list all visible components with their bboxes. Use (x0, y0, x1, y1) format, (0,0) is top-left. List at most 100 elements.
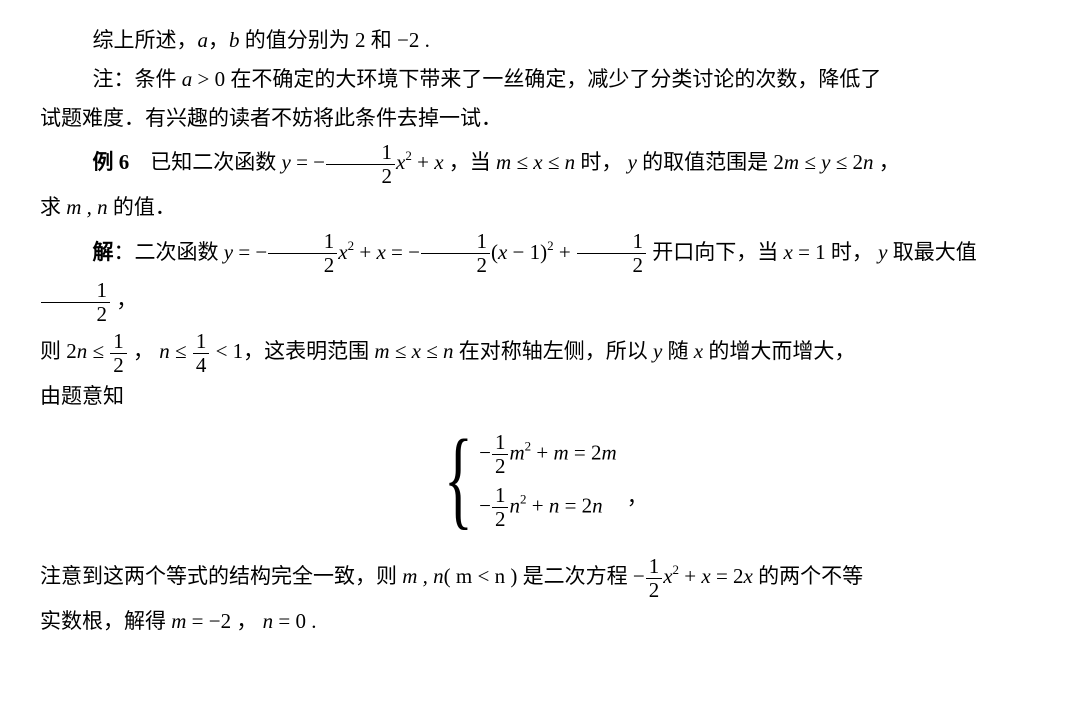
le: ≤ (830, 150, 852, 174)
eq1: = 1 时， (793, 240, 878, 264)
text: 的取值范围是 (637, 150, 774, 174)
two: 2 (852, 150, 863, 174)
text: 则 (40, 339, 66, 363)
den: 2 (492, 507, 509, 530)
summary-line: 综上所述，a，b 的值分别为 2 和 −2 . (40, 22, 1040, 59)
lt1: < 1，这表明范围 (210, 339, 374, 363)
num: 1 (577, 231, 646, 253)
eq2: = 2 (559, 494, 592, 518)
var-n: n (77, 339, 88, 363)
var-y: y (224, 240, 233, 264)
equation-stack: −12m2 + m = 2m −12n2 + n = 2n (479, 424, 617, 538)
two: 2 (773, 150, 784, 174)
var-mn: m , n (66, 195, 107, 219)
frac-half: 12 (577, 231, 646, 276)
var-n: n (443, 339, 454, 363)
neq: = 0 . (273, 609, 316, 633)
num: 1 (492, 485, 509, 507)
var-b: b (229, 28, 240, 52)
var-x: x (694, 339, 703, 363)
plus: + (531, 441, 553, 465)
den: 2 (110, 353, 127, 376)
text: 的增大而增大， (703, 339, 855, 363)
le: ≤ (170, 339, 192, 363)
num: 1 (268, 231, 337, 253)
frac-half: 12 (421, 231, 490, 276)
den: 2 (646, 578, 663, 601)
note-line-2: 试题难度．有兴趣的读者不妨将此条件去掉一试． (40, 100, 1040, 137)
text: 由题意知 (40, 384, 124, 408)
var-x: x (744, 564, 753, 588)
num: 1 (646, 556, 663, 578)
solution-line-1: 解：二次函数 y = −12x2 + x = −12(x − 1)2 + 12 … (40, 228, 1040, 325)
text: 试题难度．有兴趣的读者不妨将此条件去掉一试． (40, 106, 502, 130)
equation-row-1: −12m2 + m = 2m (479, 432, 617, 477)
example6-line-1: 例 6 已知二次函数 y = −12x2 + x ，当 m ≤ x ≤ n 时，… (40, 138, 1040, 187)
plus: + (354, 240, 376, 264)
text: 是二次方程 − (517, 564, 644, 588)
num: 1 (326, 142, 395, 164)
var-n: n (159, 339, 170, 363)
text: > 0 在不确定的大环境下带来了一丝确定，减少了分类讨论的次数，降低了 (192, 67, 881, 91)
example-label: 例 6 (93, 150, 130, 174)
text: 实数根，解得 (40, 609, 171, 633)
var-x: x (663, 564, 672, 588)
text: 的两个不等 (753, 564, 863, 588)
plus: + (526, 494, 548, 518)
le: ≤ (511, 150, 533, 174)
eq: = − (291, 150, 325, 174)
conclusion-line-1: 注意到这两个等式的结构完全一致，则 m , n( m < n ) 是二次方程 −… (40, 552, 1040, 601)
var-n: n (592, 494, 603, 518)
den: 2 (577, 253, 646, 276)
den: 2 (421, 253, 490, 276)
num: 1 (110, 331, 127, 353)
var-x: x (338, 240, 347, 264)
var-m: m (496, 150, 511, 174)
solution-line-3: 由题意知 (40, 378, 1040, 415)
var-m: m (374, 339, 389, 363)
plus: + (412, 150, 434, 174)
text: 注意到这两个等式的结构完全一致，则 (40, 564, 402, 588)
equation-row-2: −12n2 + n = 2n (479, 485, 617, 530)
var-y: y (282, 150, 291, 174)
solution-line-2: 则 2n ≤ 12 ， n ≤ 14 < 1，这表明范围 m ≤ x ≤ n 在… (40, 327, 1040, 376)
frac-half: 12 (268, 231, 337, 276)
trailing-comma: ， (627, 487, 648, 538)
le: ≤ (87, 339, 109, 363)
num: 1 (421, 231, 490, 253)
plus: + (679, 564, 701, 588)
den: 2 (326, 164, 395, 187)
var-n: n (549, 494, 560, 518)
text: ，当 (444, 150, 497, 174)
frac-half: 12 (110, 331, 127, 376)
text: 的值分别为 2 和 −2 . (240, 28, 430, 52)
frac-half: 12 (492, 485, 509, 530)
var-m: m (509, 441, 524, 465)
var-y: y (653, 339, 662, 363)
frac-half: 12 (326, 142, 395, 187)
lparen: ( (491, 240, 498, 264)
text: 开口向下，当 (647, 240, 784, 264)
var-x: x (396, 150, 405, 174)
le: ≤ (421, 339, 443, 363)
text: 时， (575, 150, 628, 174)
var-n: n (565, 150, 576, 174)
var-m: m (171, 609, 186, 633)
note-line-1: 注：条件 a > 0 在不确定的大环境下带来了一丝确定，减少了分类讨论的次数，降… (40, 61, 1040, 98)
var-x: x (784, 240, 793, 264)
minus1: − 1 (507, 240, 540, 264)
var-m: m (784, 150, 799, 174)
document-page: 综上所述，a，b 的值分别为 2 和 −2 . 注：条件 a > 0 在不确定的… (0, 0, 1080, 640)
frac-half: 12 (41, 280, 110, 325)
den: 2 (41, 302, 110, 325)
meq: = −2 ， (186, 609, 262, 633)
text: 注：条件 (93, 67, 182, 91)
neg: − (479, 441, 491, 465)
paren-cond: ( m < n ) (444, 564, 518, 588)
frac-quarter: 14 (193, 331, 210, 376)
text: ， (111, 288, 137, 312)
var-a: a (182, 67, 193, 91)
var-x: x (434, 150, 443, 174)
text: 已知二次函数 (129, 150, 281, 174)
frac-half: 12 (646, 556, 663, 601)
